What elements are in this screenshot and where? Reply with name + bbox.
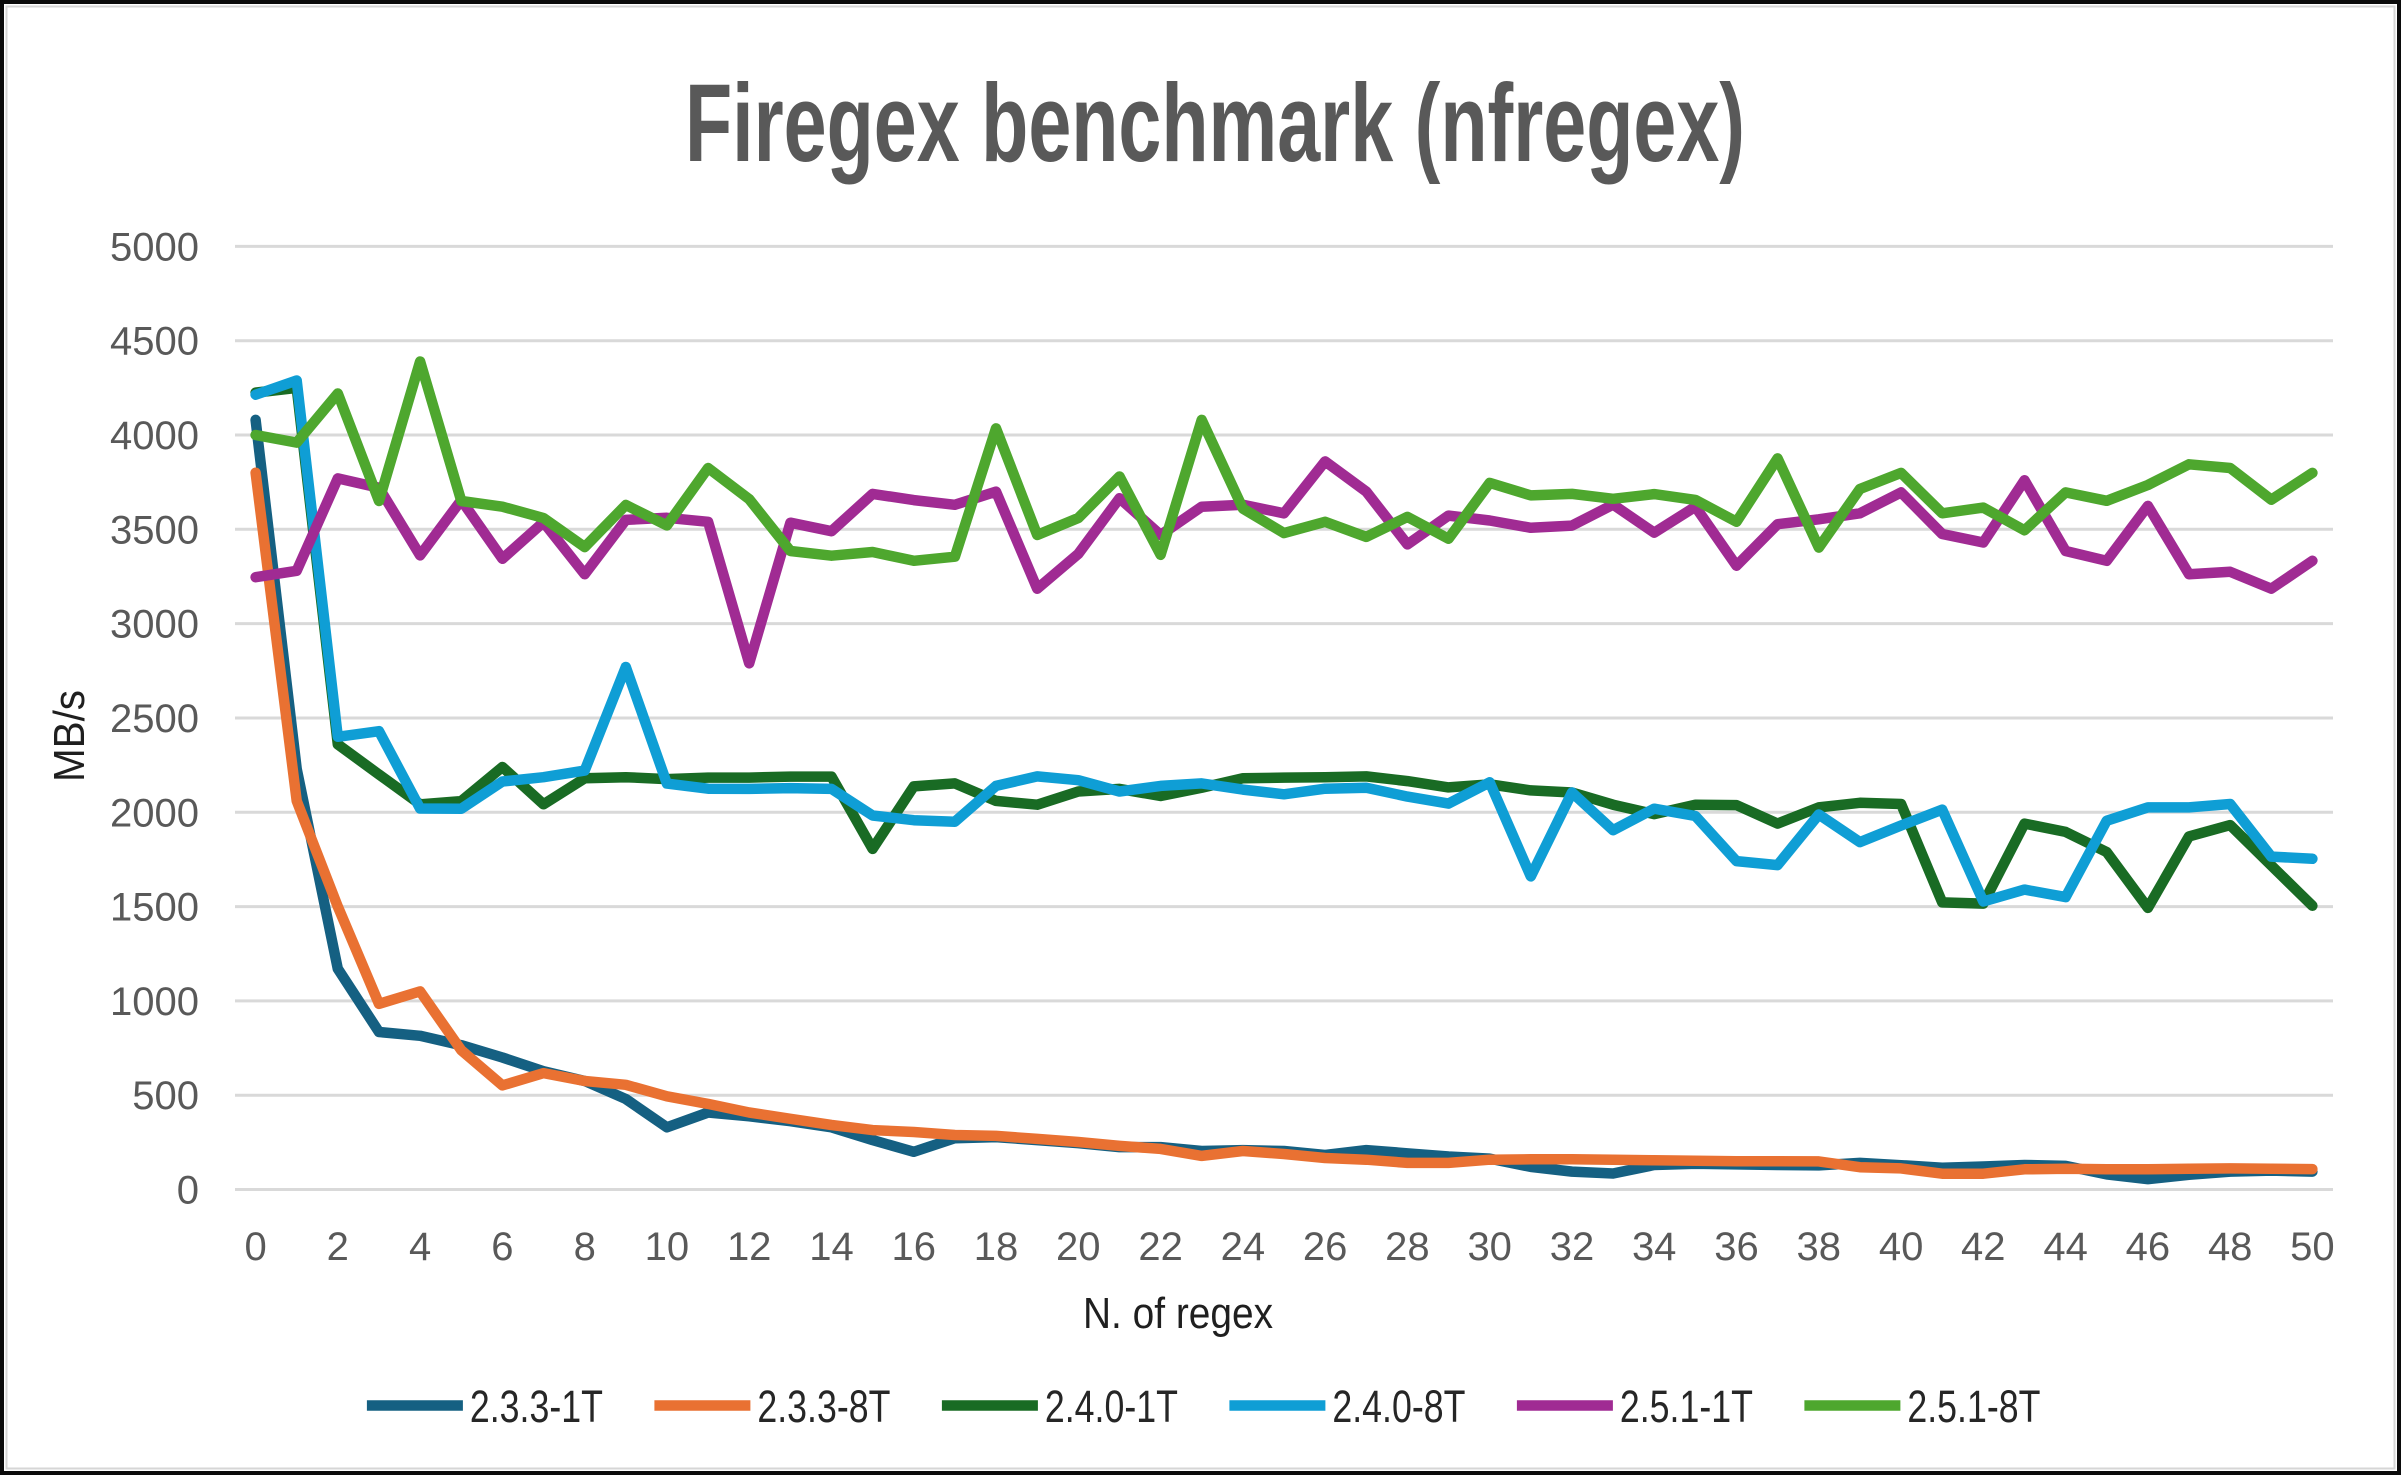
svg-text:4500: 4500 <box>110 320 199 364</box>
svg-text:18: 18 <box>974 1225 1019 1269</box>
svg-text:4000: 4000 <box>110 414 199 458</box>
svg-text:2.4.0-1T: 2.4.0-1T <box>1045 1381 1178 1432</box>
svg-text:2.5.1-8T: 2.5.1-8T <box>1907 1381 2040 1432</box>
svg-text:0: 0 <box>177 1169 199 1213</box>
svg-text:500: 500 <box>132 1074 199 1118</box>
svg-text:36: 36 <box>1714 1225 1759 1269</box>
svg-text:42: 42 <box>1961 1225 2006 1269</box>
svg-text:26: 26 <box>1303 1225 1348 1269</box>
svg-text:24: 24 <box>1221 1225 1266 1269</box>
svg-text:14: 14 <box>809 1225 854 1269</box>
svg-text:48: 48 <box>2208 1225 2253 1269</box>
svg-text:Firegex benchmark (nfregex): Firegex benchmark (nfregex) <box>685 62 1745 185</box>
svg-text:5000: 5000 <box>110 225 199 269</box>
svg-text:30: 30 <box>1467 1225 1512 1269</box>
svg-text:2.5.1-1T: 2.5.1-1T <box>1620 1381 1753 1432</box>
svg-text:8: 8 <box>574 1225 596 1269</box>
svg-text:2: 2 <box>327 1225 349 1269</box>
svg-text:28: 28 <box>1385 1225 1430 1269</box>
svg-text:2500: 2500 <box>110 697 199 741</box>
svg-text:2.3.3-8T: 2.3.3-8T <box>757 1381 890 1432</box>
svg-text:1500: 1500 <box>110 886 199 930</box>
svg-text:6: 6 <box>491 1225 513 1269</box>
svg-text:3000: 3000 <box>110 603 199 647</box>
svg-text:1000: 1000 <box>110 980 199 1024</box>
svg-text:50: 50 <box>2290 1225 2335 1269</box>
svg-text:12: 12 <box>727 1225 772 1269</box>
svg-text:2.3.3-1T: 2.3.3-1T <box>470 1381 603 1432</box>
svg-text:34: 34 <box>1632 1225 1677 1269</box>
svg-text:MB/s: MB/s <box>45 690 94 782</box>
svg-text:4: 4 <box>409 1225 431 1269</box>
svg-text:0: 0 <box>244 1225 266 1269</box>
svg-text:44: 44 <box>2043 1225 2088 1269</box>
svg-text:46: 46 <box>2126 1225 2171 1269</box>
svg-text:N. of regex: N. of regex <box>1083 1289 1273 1338</box>
svg-text:10: 10 <box>645 1225 690 1269</box>
svg-text:20: 20 <box>1056 1225 1101 1269</box>
svg-text:2000: 2000 <box>110 791 199 835</box>
svg-text:38: 38 <box>1797 1225 1842 1269</box>
svg-text:3500: 3500 <box>110 508 199 552</box>
svg-text:22: 22 <box>1138 1225 1183 1269</box>
svg-text:40: 40 <box>1879 1225 1924 1269</box>
svg-text:32: 32 <box>1550 1225 1595 1269</box>
svg-text:2.4.0-8T: 2.4.0-8T <box>1332 1381 1465 1432</box>
svg-text:16: 16 <box>892 1225 937 1269</box>
